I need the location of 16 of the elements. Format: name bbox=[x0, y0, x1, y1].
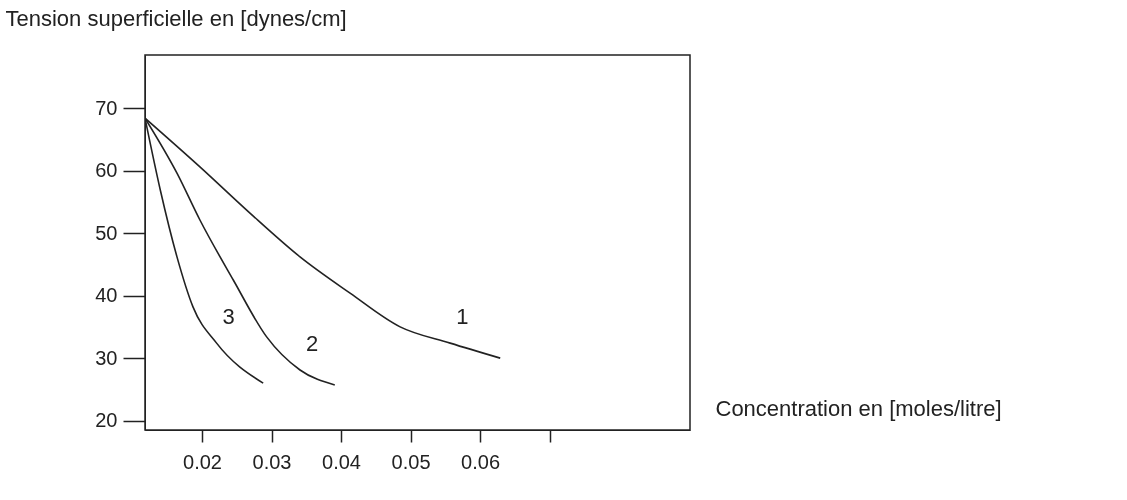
y-tick-label: 70 bbox=[95, 96, 118, 119]
x-tick-label: 0.02 bbox=[183, 450, 222, 473]
y-tick-label: 40 bbox=[95, 284, 118, 307]
y-tick-label: 30 bbox=[95, 346, 118, 369]
x-axis-title: Concentration en [moles/litre] bbox=[715, 395, 1002, 421]
y-tick-label: 60 bbox=[95, 159, 118, 182]
y-tick-label: 50 bbox=[95, 221, 118, 244]
x-tick-label: 0.03 bbox=[252, 450, 292, 473]
y-axis-title: Tension superficielle en [dynes/cm] bbox=[5, 5, 347, 31]
series-label: 3 bbox=[222, 304, 235, 330]
series-label: 2 bbox=[306, 331, 319, 356]
x-tick-label: 0.04 bbox=[322, 450, 361, 473]
x-tick-label: 0.06 bbox=[461, 450, 501, 473]
x-tick-label: 0.05 bbox=[391, 450, 431, 473]
series-label: 1 bbox=[456, 304, 469, 330]
y-tick-label: 20 bbox=[95, 409, 118, 432]
